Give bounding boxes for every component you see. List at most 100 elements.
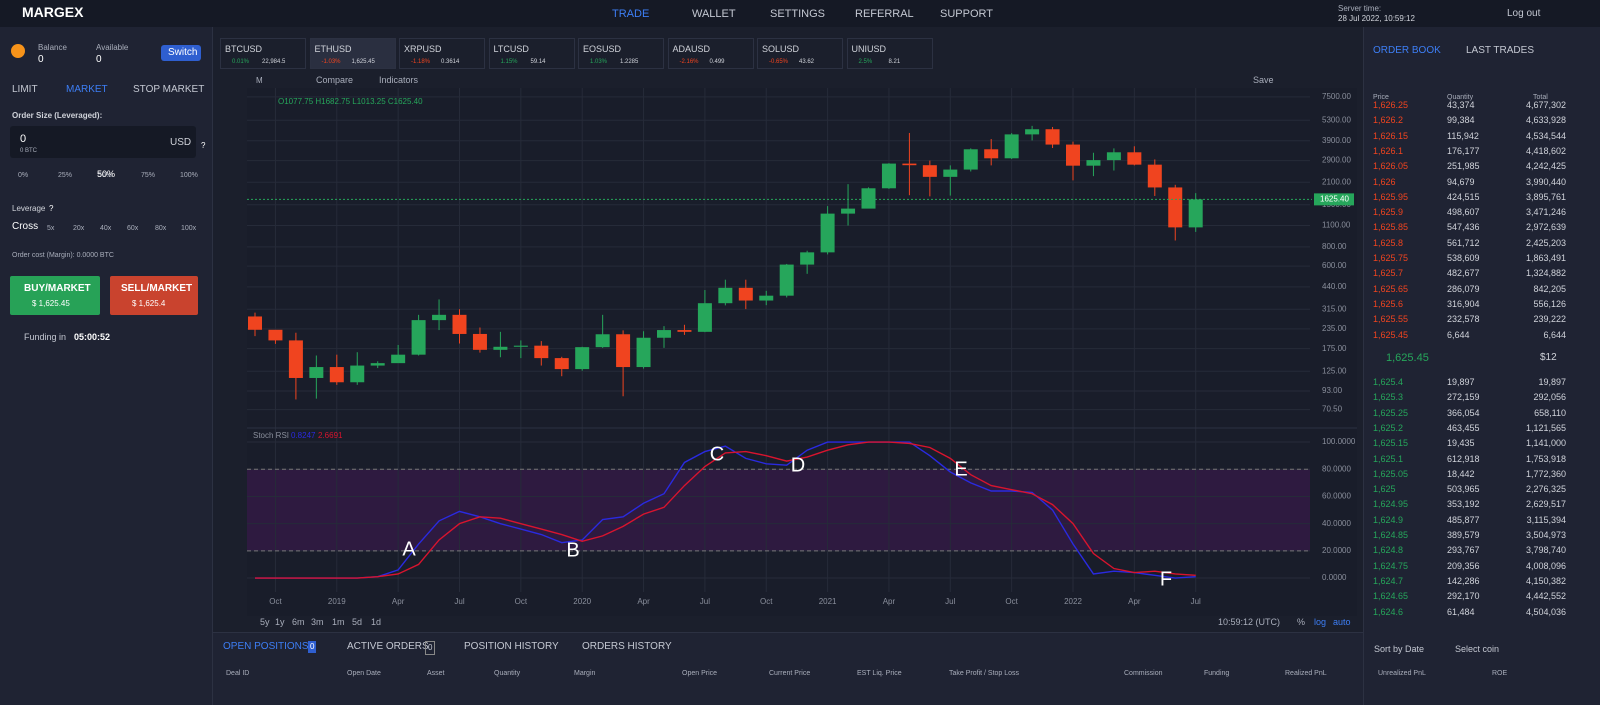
- toolbar-item[interactable]: Compare: [316, 75, 354, 85]
- nav-item[interactable]: SUPPORT: [940, 8, 993, 20]
- column-header: Margin: [574, 670, 596, 677]
- book-cell: 1,121,565: [1525, 422, 1566, 433]
- candle-body: [472, 333, 487, 350]
- positions-tab[interactable]: ACTIVE ORDERS: [347, 641, 429, 652]
- ticker-price[interactable]: 22,984.5: [262, 59, 286, 65]
- button-price[interactable]: $ 1,625.4: [132, 299, 166, 308]
- button-label[interactable]: BUY/MARKET: [24, 283, 91, 294]
- ticker-card[interactable]: [667, 38, 754, 69]
- toolbar-item[interactable]: Indicators: [379, 75, 419, 85]
- timeframe[interactable]: 3m: [311, 617, 324, 627]
- ticker-symbol[interactable]: BTCUSD: [225, 44, 263, 54]
- ticker-card[interactable]: [220, 38, 306, 69]
- ticker-symbol[interactable]: LTCUSD: [493, 44, 529, 54]
- order-tab[interactable]: STOP MARKET: [133, 84, 205, 95]
- y-tick-label: 3900.00: [1322, 136, 1351, 145]
- candle-body: [329, 367, 344, 383]
- switch[interactable]: Switch: [168, 47, 198, 58]
- positions-tab[interactable]: ORDERS HISTORY: [582, 641, 672, 652]
- toolbar-item[interactable]: M: [256, 76, 263, 85]
- positions-tab[interactable]: OPEN POSITIONS: [223, 641, 309, 652]
- toolbar-item[interactable]: Save: [1253, 75, 1274, 85]
- ticker-card[interactable]: [399, 38, 485, 69]
- ticker-price[interactable]: 43.62: [799, 59, 815, 65]
- book-tab[interactable]: LAST TRADES: [1466, 45, 1534, 56]
- coin-select[interactable]: Select coin: [1455, 644, 1500, 654]
- switch-button[interactable]: [161, 45, 201, 61]
- nav-item[interactable]: REFERRAL: [855, 8, 914, 20]
- book-cell: 176,177: [1447, 145, 1480, 156]
- leverage-tick: 80x: [155, 225, 167, 232]
- ticker-change[interactable]: 1.15%: [500, 59, 518, 65]
- ticker-change[interactable]: -1.03%: [321, 59, 341, 65]
- ticker-card[interactable]: [757, 38, 843, 69]
- timeframe[interactable]: 1y: [275, 617, 285, 627]
- timeframe[interactable]: 5y: [260, 617, 270, 627]
- ticker-change[interactable]: 1.03%: [590, 59, 608, 65]
- ticker-change[interactable]: 2.5%: [858, 59, 873, 65]
- ticker-symbol[interactable]: ETHUSD: [314, 44, 352, 54]
- nav-item[interactable]: TRADE: [612, 8, 650, 20]
- nav-item[interactable]: SETTINGS: [770, 8, 826, 20]
- order-tab[interactable]: MARKET: [66, 84, 108, 95]
- y-tick-label: 80.0000: [1322, 464, 1351, 473]
- sell-button[interactable]: [110, 276, 198, 315]
- label: Order Size (Leveraged):: [12, 111, 103, 120]
- book-cell: 1,625.95: [1373, 191, 1409, 202]
- candle-body: [411, 320, 426, 355]
- ticker-card[interactable]: [846, 38, 933, 69]
- order-tab[interactable]: LIMIT: [12, 84, 38, 95]
- timeframe[interactable]: 1d: [371, 617, 382, 627]
- ticker-price[interactable]: 8.21: [888, 59, 901, 65]
- indicator-label: Stoch RSI: [253, 431, 289, 440]
- ticker-price[interactable]: 1,625.45: [351, 59, 375, 65]
- timeframe[interactable]: 1m: [332, 617, 345, 627]
- button-price[interactable]: $ 1,625.45: [32, 299, 70, 308]
- ticker-price[interactable]: 1.2285: [620, 59, 639, 65]
- ticker-price[interactable]: 0.3614: [441, 59, 460, 65]
- column-header: Unrealized PnL: [1378, 670, 1426, 677]
- ticker-card[interactable]: [488, 38, 575, 69]
- y-tick-label: 20.0000: [1322, 546, 1351, 555]
- scale-option[interactable]: %: [1297, 617, 1306, 627]
- column-header: Commission: [1124, 670, 1163, 677]
- timeframe[interactable]: 5d: [352, 617, 363, 627]
- sort[interactable]: Sort by Date: [1374, 644, 1425, 654]
- y-tick-label: 1100.00: [1322, 221, 1351, 230]
- ticker-change[interactable]: 0.01%: [232, 59, 250, 65]
- scale-option[interactable]: log: [1314, 617, 1327, 627]
- buy-button[interactable]: [10, 276, 100, 315]
- book-cell: 1,625: [1373, 484, 1396, 495]
- ticker-symbol[interactable]: EOSUSD: [583, 44, 622, 54]
- nav-item[interactable]: WALLET: [692, 8, 736, 20]
- book-cell: 1,626.15: [1373, 130, 1409, 141]
- ticker-change[interactable]: -2.16%: [679, 59, 699, 65]
- order-size-box: [10, 126, 196, 158]
- logo: MARGEX: [22, 4, 84, 20]
- book-cell: 498,607: [1447, 207, 1480, 218]
- last-price-label: 1625.40: [1320, 194, 1349, 203]
- timeframe[interactable]: 6m: [292, 617, 305, 627]
- ticker-symbol[interactable]: SOLUSD: [762, 44, 800, 54]
- book-cell: 94,679: [1447, 176, 1475, 187]
- logout[interactable]: Log out: [1507, 8, 1541, 19]
- button-label[interactable]: SELL/MARKET: [121, 283, 193, 294]
- book-cell: 556,126: [1533, 298, 1566, 309]
- candle-body: [1127, 152, 1142, 165]
- ticker-card[interactable]: [309, 38, 396, 69]
- indicator-value: 0.8247: [291, 431, 316, 440]
- book-tab[interactable]: ORDER BOOK: [1373, 45, 1441, 56]
- ticker-price[interactable]: 59.14: [530, 59, 546, 65]
- ticker-price[interactable]: 0.499: [709, 59, 725, 65]
- positions-tab[interactable]: POSITION HISTORY: [464, 641, 559, 652]
- ticker-symbol[interactable]: ADAUSD: [672, 44, 711, 54]
- ticker-symbol[interactable]: UNIUSD: [851, 44, 887, 54]
- ticker-symbol[interactable]: XRPUSD: [404, 44, 442, 54]
- candle-body: [902, 163, 917, 166]
- candle-body: [248, 316, 262, 330]
- ticker-card[interactable]: [578, 38, 664, 69]
- ticker-change[interactable]: -1.18%: [411, 59, 431, 65]
- candle-body: [513, 345, 528, 347]
- ticker-change[interactable]: -0.65%: [769, 59, 789, 65]
- scale-option[interactable]: auto: [1333, 617, 1351, 627]
